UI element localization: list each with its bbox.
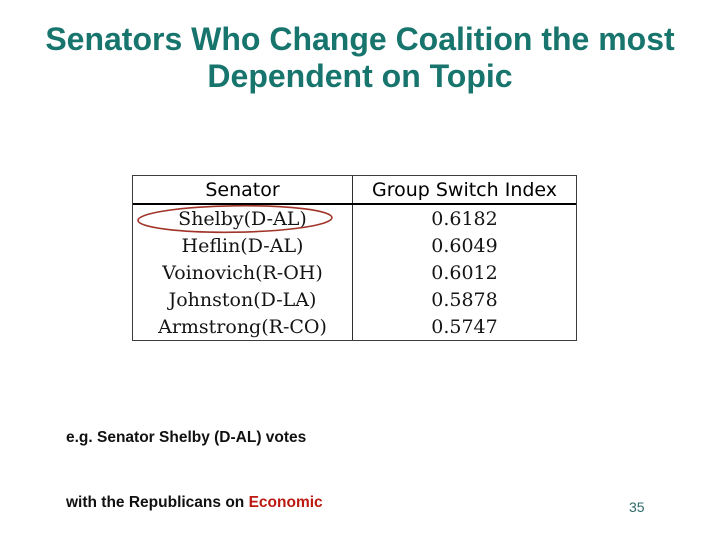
notes-highlight: Economic xyxy=(248,493,323,511)
slide-title: Senators Who Change Coalition the most D… xyxy=(0,21,720,95)
slide-title-line1: Senators Who Change Coalition the most xyxy=(45,21,675,57)
notes-text: with the Republicans on xyxy=(66,493,249,511)
index-cell: 0.6182 xyxy=(431,207,498,230)
table-row: Johnston(D-LA) 0.5878 xyxy=(133,286,576,314)
index-cell: 0.5747 xyxy=(431,315,498,338)
index-cell: 0.5878 xyxy=(431,288,498,311)
index-cell: 0.6049 xyxy=(431,234,498,257)
senator-cell: Armstrong(R-CO) xyxy=(133,313,353,341)
senator-cell: Voinovich(R-OH) xyxy=(133,259,353,287)
group-switch-table: Senator Group Switch Index Shelby(D-AL) … xyxy=(132,175,577,341)
notes-line-2: with the Republicans on Economic xyxy=(66,492,716,514)
table-row: Voinovich(R-OH) 0.6012 xyxy=(133,259,576,287)
page-number: 35 xyxy=(629,499,645,515)
index-cell: 0.6012 xyxy=(431,261,498,284)
table-row: Armstrong(R-CO) 0.5747 xyxy=(133,313,576,341)
notes-text: e.g. Senator Shelby (D-AL) votes xyxy=(66,428,307,446)
senator-cell: Johnston(D-LA) xyxy=(133,286,353,314)
senator-cell: Heflin(D-AL) xyxy=(133,232,353,260)
table-header-senator: Senator xyxy=(133,176,353,203)
senator-cell: Shelby(D-AL) xyxy=(133,205,353,233)
slide-title-line2: Dependent on Topic xyxy=(207,58,513,94)
table-row: Shelby(D-AL) 0.6182 xyxy=(133,205,576,233)
table-header-row: Senator Group Switch Index xyxy=(133,176,576,205)
notes-line-1: e.g. Senator Shelby (D-AL) votes xyxy=(66,427,716,449)
notes-block: e.g. Senator Shelby (D-AL) votes with th… xyxy=(66,383,716,540)
table-row: Heflin(D-AL) 0.6049 xyxy=(133,232,576,260)
table-header-group-switch-index: Group Switch Index xyxy=(371,178,558,201)
